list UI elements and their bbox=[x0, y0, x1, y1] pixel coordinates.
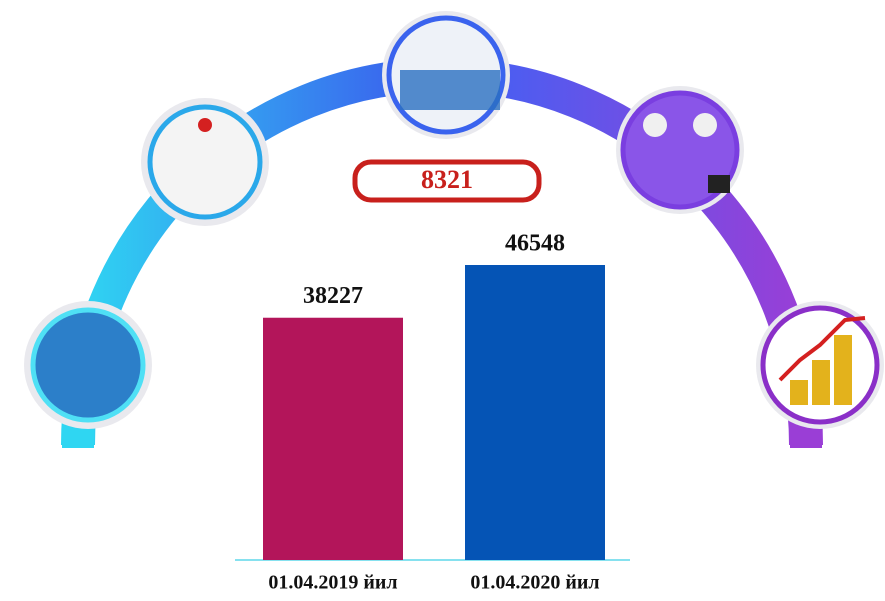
bar bbox=[465, 265, 605, 560]
value-label: 46548 bbox=[505, 231, 565, 257]
value-label: 38227 bbox=[303, 283, 363, 309]
bar bbox=[263, 318, 403, 560]
x-tick-label: 01.04.2020 йил bbox=[470, 572, 599, 594]
chart: 8321 38227 01.04.2019 йил 46548 01.04.2020 … bbox=[0, 0, 885, 601]
page: 8321 38227 01.04.2019 йил 46548 01.04.2020 … bbox=[0, 0, 885, 601]
difference-label: 8321 bbox=[421, 165, 473, 194]
x-tick-label: 01.04.2019 йил bbox=[268, 572, 397, 594]
